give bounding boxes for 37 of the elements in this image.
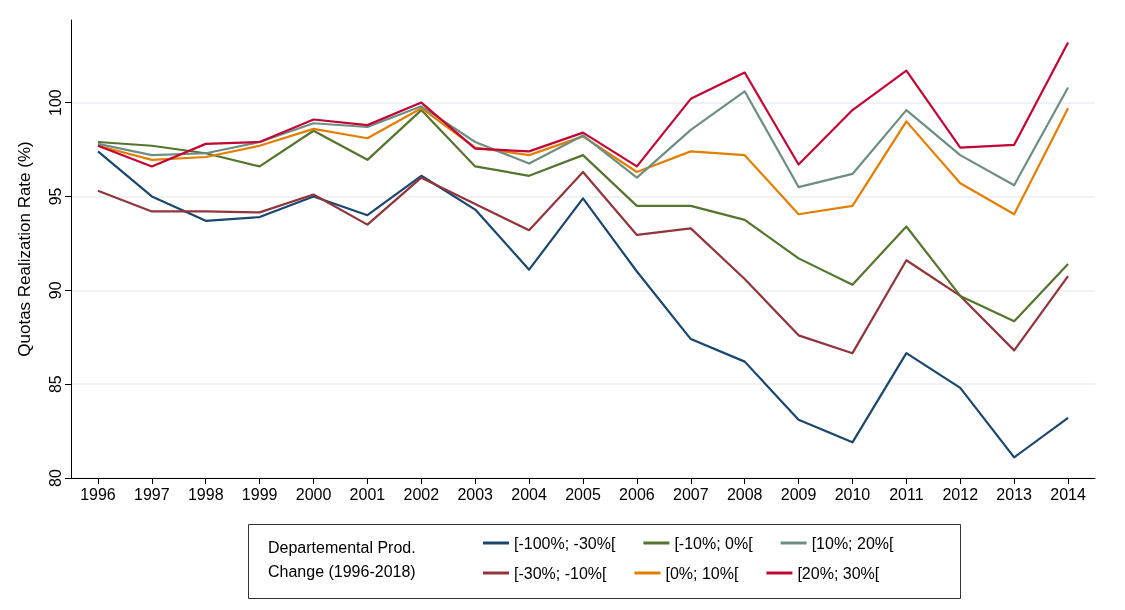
line-series <box>96 86 1070 189</box>
x-tick-label: 2002 <box>403 485 440 503</box>
y-tick-label: 90 <box>46 281 64 300</box>
legend-label: [-100%; -30%[ <box>514 534 616 552</box>
legend-label: [20%; 30%[ <box>797 564 880 582</box>
x-tick-label: 2006 <box>619 485 655 503</box>
x-tick-label: 2008 <box>726 485 763 503</box>
x-tick-label: 1999 <box>241 485 278 503</box>
legend-label: [0%; 10%[ <box>665 564 739 582</box>
y-tick-label: 85 <box>46 375 64 394</box>
x-tick-label: 2004 <box>511 485 547 503</box>
line-series <box>96 109 1070 323</box>
line-series <box>96 41 1070 168</box>
x-tick-label: 2011 <box>889 485 924 503</box>
line-series <box>96 150 1070 459</box>
y-tick-label: 95 <box>46 187 64 206</box>
x-tick-label: 2003 <box>457 485 494 503</box>
x-tick-label: 2000 <box>295 485 332 503</box>
x-tick-label: 1998 <box>187 485 224 503</box>
x-tick-label: 2013 <box>996 485 1033 503</box>
x-tick-label: 1996 <box>80 485 116 503</box>
legend-label: [-10%; 0%[ <box>674 534 754 552</box>
x-tick-label: 2007 <box>672 485 709 503</box>
y-tick-label: 80 <box>46 469 64 487</box>
y-tick-label: 100 <box>46 89 64 116</box>
legend-label: [10%; 20%[ <box>811 534 895 552</box>
x-tick-label: 2009 <box>780 485 817 503</box>
x-tick-label: 2001 <box>349 485 386 503</box>
line-series <box>96 170 1070 355</box>
y-axis-title: Quotas Realization Rate (%) <box>15 141 34 357</box>
x-tick-label: 2010 <box>834 485 871 503</box>
x-tick-label: 2005 <box>565 485 601 503</box>
x-tick-label: 2014 <box>1050 485 1086 503</box>
legend-label: [-30%; -10%[ <box>514 564 608 582</box>
legend-title: Departemental Prod. Change (1996-2018) <box>268 538 421 580</box>
x-tick-label: 1997 <box>134 485 170 503</box>
x-tick-label: 2012 <box>942 485 979 503</box>
